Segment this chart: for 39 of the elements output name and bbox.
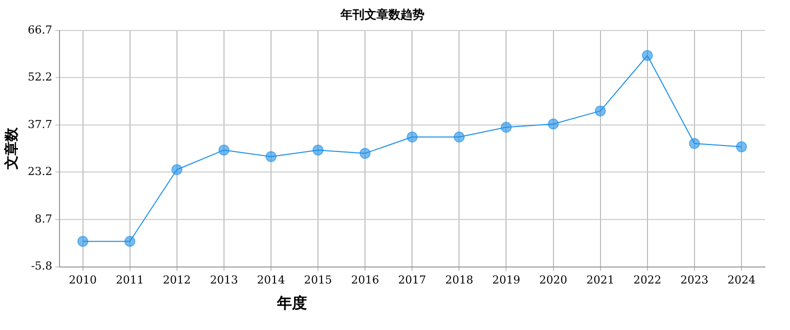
point xyxy=(266,151,277,162)
x-tick-label: 2011 xyxy=(116,273,144,286)
point xyxy=(124,236,136,247)
x-tick-label: 2013 xyxy=(210,273,238,286)
point xyxy=(594,105,606,116)
x-tick-label: 2023 xyxy=(680,273,708,286)
x-tick-label: 2022 xyxy=(633,273,662,286)
point xyxy=(642,50,653,62)
x-tick-label: 2019 xyxy=(492,273,520,286)
point xyxy=(736,141,747,152)
point xyxy=(688,138,700,150)
x-tick-label: 2020 xyxy=(539,273,568,286)
y-tick-label: 66.7 xyxy=(28,23,52,36)
x-tick-label: 2024 xyxy=(727,273,756,286)
y-tick-label: -5.8 xyxy=(31,260,52,273)
x-tick-label: 2010 xyxy=(68,273,97,286)
point xyxy=(218,144,230,156)
x-tick-label: 2017 xyxy=(398,273,426,286)
x-tick-label: 2016 xyxy=(351,273,380,286)
x-tick-label: 2012 xyxy=(162,273,191,286)
y-axis-title: 文章数 xyxy=(3,126,20,171)
point xyxy=(312,144,324,156)
y-tick-label: 37.7 xyxy=(28,118,52,131)
point xyxy=(548,118,559,130)
point xyxy=(500,122,512,133)
x-tick-label: 2014 xyxy=(257,273,286,286)
x-axis-title: 年度 xyxy=(276,294,308,312)
x-tick-label: 2018 xyxy=(445,273,474,286)
y-tick-label: 52.2 xyxy=(28,70,52,84)
y-tick-label: 8.7 xyxy=(34,212,52,226)
point xyxy=(454,132,465,143)
x-tick-label: 2021 xyxy=(586,273,614,286)
y-tick-label: 23.2 xyxy=(28,165,52,178)
point xyxy=(171,164,182,176)
point xyxy=(406,132,418,143)
x-tick-label: 2015 xyxy=(304,273,332,286)
point xyxy=(77,236,88,247)
point xyxy=(360,148,371,159)
chart-title: 年刊文章数趋势 xyxy=(340,7,424,22)
